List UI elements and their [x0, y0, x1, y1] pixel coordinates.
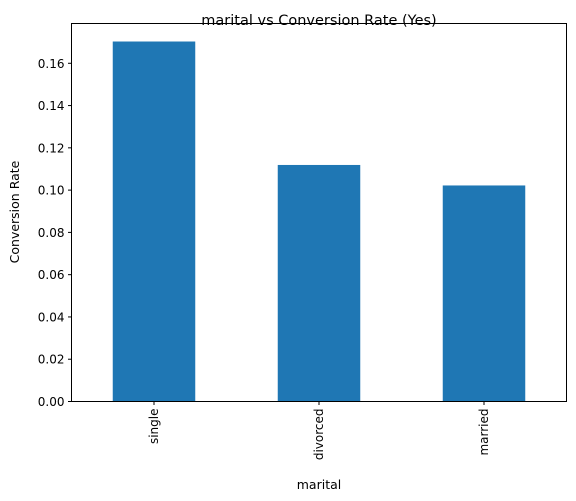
bar-single	[112, 41, 196, 402]
bars-layer	[112, 41, 526, 402]
x-tick-label-single: single	[147, 409, 161, 445]
bar-married	[442, 185, 526, 402]
y-tick-label: 0.08	[38, 226, 65, 240]
x-axis-ticks: single divorced married	[147, 401, 491, 461]
plot-frame	[71, 23, 567, 402]
y-tick-label: 0.04	[38, 310, 65, 324]
x-tick-label-married: married	[477, 409, 491, 456]
x-tick-label-divorced: divorced	[312, 409, 326, 461]
y-tick-label: 0.16	[38, 57, 65, 71]
y-tick-label: 0.02	[38, 353, 65, 367]
y-tick-label: 0.00	[38, 395, 65, 409]
y-axis-label: Conversion Rate	[7, 160, 22, 263]
y-axis-ticks: 0.00 0.02 0.04 0.06 0.08 0.10 0.12 0.14 0.16	[38, 57, 72, 409]
y-tick-label: 0.12	[38, 141, 65, 155]
x-axis-label: marital	[297, 477, 341, 492]
y-tick-label: 0.10	[38, 184, 65, 198]
chart-title: marital vs Conversion Rate (Yes)	[201, 13, 436, 29]
bar-divorced	[277, 164, 361, 402]
y-tick-label: 0.06	[38, 268, 65, 282]
y-tick-label: 0.14	[38, 99, 65, 113]
